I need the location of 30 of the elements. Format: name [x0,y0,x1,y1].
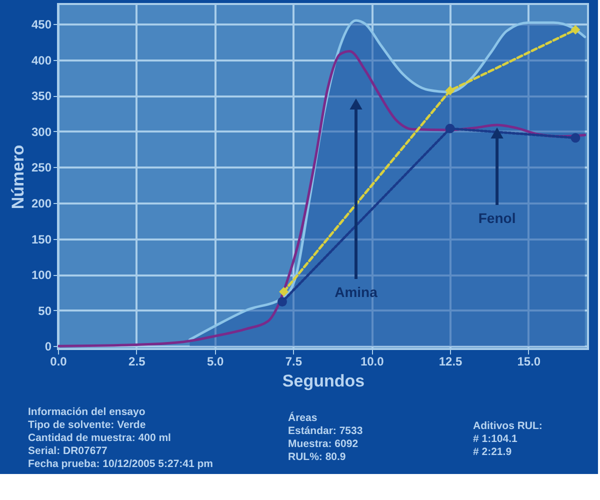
y-tick-label: 300 [31,124,52,139]
y-tick-label: 200 [31,196,52,210]
y-tick-label: 0 [44,340,52,354]
y-tick-label: 350 [31,89,52,104]
point [445,86,455,96]
x-tick-label: 12.5 [438,354,463,368]
text: Áreas Estándar: 7533 Muestra: 6092 RUL%: 80.9 [288,411,363,463]
annotation: Amina [334,284,378,300]
x-axis-title: Segundos [282,372,365,390]
y-tick-label: 50 [38,304,52,318]
y-axis-title: Número [8,144,28,210]
point [277,297,287,306]
point [570,133,580,143]
x-tick-label: 7.5 [285,354,302,368]
x-tick-label: 10.0 [360,354,384,368]
point [445,124,455,134]
point [570,25,580,35]
y-tick-label: 450 [31,18,52,32]
annotation: Fenol [478,210,516,226]
y-tick-label: 250 [31,160,52,175]
y-tick-label: 150 [31,232,52,246]
text: Aditivos RUL: # 1:104.1 # 2:21.9 [473,420,542,458]
x-tick-label: 5.0 [206,354,224,368]
point [279,286,289,296]
y-tick-label: 400 [31,53,52,68]
text: Información del ensayo Tipo de solvente: Verde Cantidad de muestra: 400 ml Serial: DR07677 Fecha prueba: 10/12/2005 5:27:41 pm [28,406,214,470]
y-tick-label: 100 [31,268,52,282]
x-tick-label: 0.0 [50,354,68,368]
x-tick-label: 2.5 [128,354,146,368]
x-tick-label: 15.0 [517,354,541,368]
